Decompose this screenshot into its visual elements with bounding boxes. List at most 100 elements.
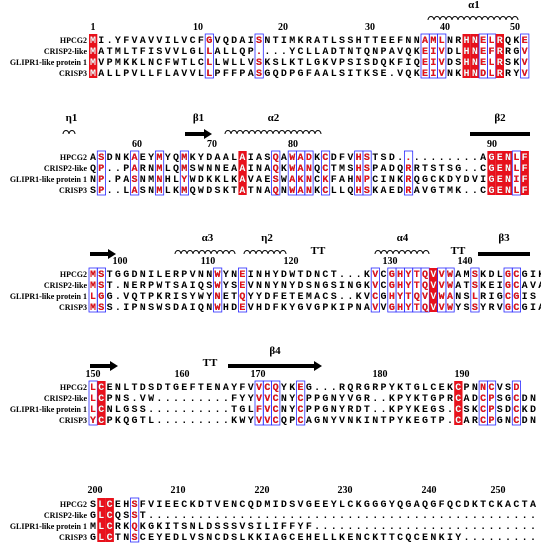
ruler-number: 70 xyxy=(207,139,217,150)
similarity-box xyxy=(362,150,372,196)
identity-box xyxy=(105,498,114,542)
sequence-identical: GLCTNSCEYEDLVSNCDSLKKIAGCEHELLKENCKTTCQC… xyxy=(90,533,538,544)
strand-arrow xyxy=(90,249,116,259)
strand-bar xyxy=(470,132,530,136)
sequence: YCPKQGTL.........KWYVVCQPCAGNYVNKINTPYKE… xyxy=(90,416,538,427)
sequence-name: HPCG2 xyxy=(60,500,87,509)
ruler-number: 30 xyxy=(365,22,375,33)
structure-label: α3 xyxy=(202,232,214,244)
similarity-box xyxy=(130,150,140,196)
ruler-number: 190 xyxy=(455,369,470,380)
sequence-identical: MSS.IPNSWSDAIQNWHDEVHDFKYGVGPKIPNAVVGHYT… xyxy=(90,303,541,314)
sequence: SP..LASNMLKMQWDSKTATNAQNWANKCLLQHSKAEDRA… xyxy=(90,186,530,197)
sequence-name: CRISP3 xyxy=(59,186,87,195)
sequence-similar: SP..LASNMLKMQWDSKTATNAQNWANKCLLQHSKAEDRA… xyxy=(90,186,530,197)
similarity-box xyxy=(320,150,331,196)
ruler-number: 1 xyxy=(91,22,96,33)
structure-label: η1 xyxy=(66,112,78,124)
ruler-number: 250 xyxy=(491,485,506,496)
identity-box xyxy=(454,381,463,425)
structure-label: TT xyxy=(451,245,466,257)
identity-box xyxy=(504,151,513,195)
sequence-name: CRISP2-like xyxy=(44,394,88,403)
similarity-box xyxy=(511,267,521,313)
similarity-box xyxy=(254,33,264,79)
sequence-identical: MLCRKQKGKITSNLDSSSVSILIFFYF.............… xyxy=(90,522,538,533)
structure-label: α4 xyxy=(397,232,409,244)
similarity-box xyxy=(179,150,190,196)
sequence-name: GLIPR1-like protein 1 xyxy=(10,58,87,67)
sequence-name: GLIPR1-like protein 1 xyxy=(10,405,87,414)
similarity-box xyxy=(130,497,140,543)
structure-label: α1 xyxy=(468,0,480,11)
identity-box xyxy=(429,268,438,312)
sequence-name: CRISP2-like xyxy=(44,47,88,56)
structure-label: TT xyxy=(311,245,326,257)
similarity-box xyxy=(304,150,314,196)
ruler-number: 40 xyxy=(440,22,450,33)
helix xyxy=(243,250,287,255)
similarity-box xyxy=(154,150,165,196)
similarity-box xyxy=(271,150,281,196)
identity-box xyxy=(495,34,504,78)
ruler-number: 160 xyxy=(175,369,190,380)
helix xyxy=(62,130,76,135)
sequence-identical: MST.NERPWTSAIQSWYSEVNNYNYDSNGSINGKVCGHYT… xyxy=(90,281,541,292)
similarity-box xyxy=(271,380,281,426)
identity-box xyxy=(462,34,471,78)
sequence: QP..PARNMLQMSWNNEAAINAQKWANQCTMSHSPADQRR… xyxy=(90,164,530,175)
ruler-number: 240 xyxy=(422,485,437,496)
similarity-box xyxy=(437,33,447,79)
ruler-number: 120 xyxy=(284,256,299,267)
sequence-name: CRISP2-like xyxy=(44,164,88,173)
similarity-box xyxy=(96,267,107,313)
ruler-number: 150 xyxy=(86,369,101,380)
sequence-similar: GLCQSST.................................… xyxy=(90,511,538,522)
ruler-number: 100 xyxy=(113,256,128,267)
ruler-number: 110 xyxy=(201,256,215,267)
ruler-number: 50 xyxy=(510,22,520,33)
structure-label: β3 xyxy=(498,232,510,244)
ruler-number: 230 xyxy=(338,485,353,496)
sequence-similar: SLCEHSFVIEECKDTVENCQDMIDSVGEEYLCKGGGYQGA… xyxy=(90,500,538,511)
strand-bar xyxy=(478,252,530,256)
sequence-similar: MLCRKQKGKITSNLDSSSVSILIFFYF.............… xyxy=(90,522,538,533)
sequence-name: CRISP3 xyxy=(59,69,87,78)
ruler-number: 80 xyxy=(288,139,298,150)
similarity-box xyxy=(445,267,455,313)
similarity-box xyxy=(486,33,497,79)
sequence: MST.NERPWTSAIQSWYSEVNNYNYDSNGSINGKVCGHYT… xyxy=(90,281,541,292)
identity-box xyxy=(470,34,480,78)
similarity-box xyxy=(237,267,248,313)
structure-label: β2 xyxy=(494,112,506,124)
sequence-name: HPCG2 xyxy=(60,383,87,392)
ruler-number: 200 xyxy=(88,485,103,496)
similarity-box xyxy=(486,380,497,426)
similarity-box xyxy=(296,380,306,426)
similarity-box xyxy=(520,33,530,79)
sequence: MSTGGDNILERPVNNWYNEINHYDWTDNCT...KVCGHYT… xyxy=(90,270,541,281)
ruler-number: 210 xyxy=(171,485,186,496)
sequence: MI.YFVAVVILVCFGVQDAISNTIMKRATLSSHTTEEFNN… xyxy=(90,36,530,47)
ruler-number: 20 xyxy=(278,22,288,33)
ruler-number: 10 xyxy=(193,22,203,33)
sequence-name: CRISP3 xyxy=(59,416,87,425)
sequence-name: CRISP2-like xyxy=(44,511,88,520)
sequence: MLCRKQKGKITSNLDSSSVSILIFFYF.............… xyxy=(90,522,538,533)
sequence-name: GLIPR1-like protein 1 xyxy=(10,522,87,531)
similarity-box xyxy=(470,267,480,313)
sequence-similar: LCENLTDSDTGEFTENAYFVVCQYKEG...RQRGRPYKTG… xyxy=(90,383,522,394)
sequence: GLCTNSCEYEDLVSNCDSLKKIAGCEHELLKENCKTTCQC… xyxy=(90,533,538,544)
sequence-similar: QP..PARNMLQMSWNNEAAINAQKWANQCTMSHSPADQRR… xyxy=(90,164,530,175)
helix xyxy=(174,250,236,255)
sequence-name: HPCG2 xyxy=(60,270,87,279)
sequence-name: CRISP3 xyxy=(59,533,87,542)
sequence: ASDNKAEYMYQMKYDAALAIASQAWADKCDFVHSTSD...… xyxy=(90,153,530,164)
sequence: MVPMKKLNCFWTLCLLWLLVSKSLKTLGKVPSISDQKFIQ… xyxy=(90,58,530,69)
helix xyxy=(224,130,322,135)
identity-box xyxy=(487,151,496,195)
sequence-name: HPCG2 xyxy=(60,36,87,45)
structure-label: α2 xyxy=(268,112,280,124)
ruler-number: 90 xyxy=(487,139,497,150)
